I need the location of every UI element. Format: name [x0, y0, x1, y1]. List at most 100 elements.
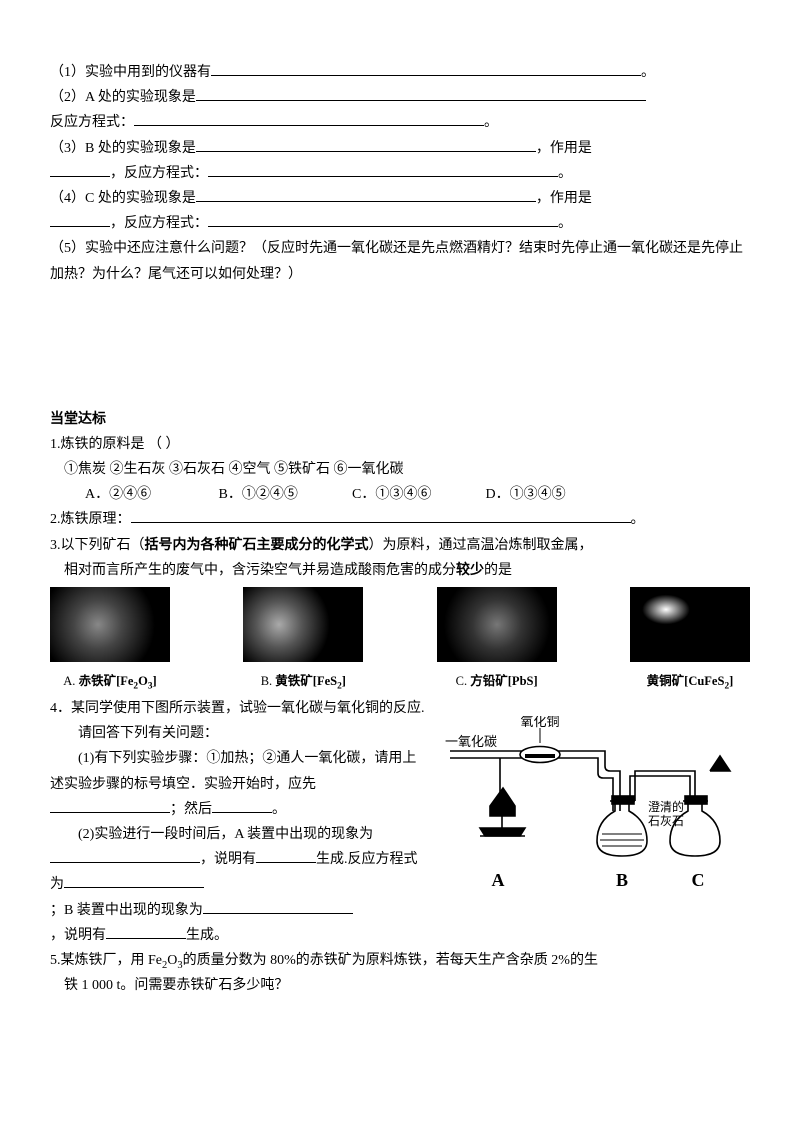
text: ，说明有: [50, 928, 106, 943]
q5-line2: 铁 1 000 t。问需要赤铁矿石多少吨？: [50, 973, 750, 998]
text: 3.以下列矿石（: [50, 538, 145, 553]
label-b: B: [616, 870, 628, 890]
blank-line[interactable]: [64, 873, 204, 888]
blank-line[interactable]: [131, 508, 631, 523]
option-c[interactable]: C．①③④⑥: [352, 482, 482, 507]
q3-line1: 3.以下列矿石（括号内为各种矿石主要成分的化学式）为原料，通过高温冶炼制取金属，: [50, 533, 750, 558]
q-item-5: （5）实验中还应注意什么问题？（反应时先通一氧化碳还是先点燃酒精灯？结束时先停止…: [50, 236, 750, 286]
q-item-3: （3）B 处的实验现象是 ，作用是: [50, 136, 750, 161]
blank-line[interactable]: [196, 137, 536, 152]
text: O: [167, 953, 177, 968]
text: 的是: [484, 563, 512, 578]
blank-line[interactable]: [134, 111, 484, 126]
ore-letter: B.: [261, 674, 272, 688]
label-a: A: [492, 870, 505, 890]
option-b[interactable]: B．①②④⑤: [219, 482, 349, 507]
section-title: 当堂达标: [50, 407, 750, 432]
question-3: 3.以下列矿石（括号内为各种矿石主要成分的化学式）为原料，通过高温冶炼制取金属，…: [50, 533, 750, 692]
ore-d[interactable]: 黄铜矿[CuFeS2]: [630, 587, 750, 692]
text: （5）实验中还应注意什么问题？（反应时先通一氧化碳还是先点燃酒精灯？结束时先停止…: [50, 241, 743, 281]
apparatus-diagram: 氧化铜 一氧化碳 澄清的石灰石 A B C: [440, 716, 750, 896]
q-item-3b: ，反应方程式： 。: [50, 161, 750, 186]
q4-text-cont: ；B 装置中出现的现象为 ，说明有 生成。: [50, 898, 750, 948]
text: （2）A 处的实验现象是: [50, 90, 196, 105]
text: （1）实验中用到的仪器有: [50, 65, 211, 80]
blank-line[interactable]: [50, 212, 110, 227]
ore-label: 赤铁矿[Fe2O3]: [79, 674, 157, 688]
ore-letter: A.: [63, 674, 75, 688]
text: 。: [558, 166, 572, 181]
ore-image: [437, 587, 557, 662]
svg-text:澄清的石灰石: 澄清的石灰石: [648, 799, 684, 828]
text: (1)有下列实验步骤：①加热；②通人一氧化碳，请用上述实验步骤的标号填空．实验开…: [50, 746, 420, 796]
blank-line[interactable]: [256, 848, 316, 863]
q2-stem: 2.炼铁原理：: [50, 512, 131, 527]
q-item-2-eq: 反应方程式： 。: [50, 110, 750, 135]
text: 。: [484, 115, 498, 130]
text: （4）C 处的实验现象是: [50, 191, 196, 206]
text: 生成。: [186, 928, 228, 943]
q1-stem: 1.炼铁的原料是 （ ）: [50, 432, 750, 457]
text: ，说明有: [200, 852, 256, 867]
text: ，作用是: [536, 191, 592, 206]
blank-line[interactable]: [208, 162, 558, 177]
text: 反应方程式：: [50, 115, 134, 130]
option-a[interactable]: A．②④⑥: [85, 482, 215, 507]
q-item-2: （2）A 处的实验现象是: [50, 85, 750, 110]
text: 。: [641, 65, 655, 80]
ore-image: [243, 587, 363, 662]
ore-row: A. 赤铁矿[Fe2O3] B. 黄铁矿[FeS2] C. 方铅矿[PbS] 黄…: [50, 587, 750, 692]
text: 相对而言所产生的废气中，含污染空气并易造成酸雨危害的成分: [64, 563, 456, 578]
label-c: C: [692, 870, 705, 890]
question-2: 2.炼铁原理： 。: [50, 507, 750, 532]
text: (2)实验进行一段时间后，A 装置中出现的现象为: [50, 822, 373, 847]
text: ；B 装置中出现的现象为: [50, 903, 203, 918]
blank-line[interactable]: [203, 899, 353, 914]
text: （3）B 处的实验现象是: [50, 141, 196, 156]
blank-line[interactable]: [208, 212, 558, 227]
blank-line[interactable]: [212, 798, 272, 813]
text: ，反应方程式：: [110, 216, 208, 231]
ore-letter: C.: [456, 674, 467, 688]
text: 5.某炼铁厂，用 Fe: [50, 953, 162, 968]
q1-choices: ①焦炭 ②生石灰 ③石灰石 ④空气 ⑤铁矿石 ⑥一氧化碳: [50, 457, 750, 482]
ore-image: [630, 587, 750, 662]
text-bold: 括号内为各种矿石主要成分的化学式: [145, 538, 369, 553]
question-5: 5.某炼铁厂，用 Fe2O3的质量分数为 80%的赤铁矿为原料炼铁，若每天生产含…: [50, 948, 750, 998]
question-4: 4．某同学使用下图所示装置，试验一氧化碳与氧化铜的反应. 请回答下列有关问题：: [50, 696, 750, 948]
fill-in-section: （1）实验中用到的仪器有。 （2）A 处的实验现象是 反应方程式：。 （3）B …: [50, 60, 750, 287]
text: ，反应方程式：: [110, 166, 208, 181]
label-cuo: 氧化铜: [520, 716, 559, 729]
text: 。: [631, 512, 645, 527]
q-item-4: （4）C 处的实验现象是 ，作用是: [50, 186, 750, 211]
q3-line2: 相对而言所产生的废气中，含污染空气并易造成酸雨危害的成分较少的是: [50, 558, 750, 583]
ore-image: [50, 587, 170, 662]
ore-label: 方铅矿[PbS]: [470, 674, 537, 688]
text: 的质量分数为 80%的赤铁矿为原料炼铁，若每天生产含杂质 2%的生: [183, 953, 598, 968]
text: 。: [272, 802, 286, 817]
ore-label: 黄铁矿[FeS2]: [275, 674, 346, 688]
blank-line[interactable]: [106, 924, 186, 939]
q-item-1: （1）实验中用到的仪器有 。: [50, 60, 750, 85]
blank-line[interactable]: [211, 61, 641, 76]
blank-line[interactable]: [50, 848, 200, 863]
option-d[interactable]: D．①③④⑤: [486, 482, 616, 507]
ore-b[interactable]: B. 黄铁矿[FeS2]: [243, 587, 363, 692]
blank-line[interactable]: [196, 86, 646, 101]
text: ；然后: [170, 802, 212, 817]
question-1: 1.炼铁的原料是 （ ） ①焦炭 ②生石灰 ③石灰石 ④空气 ⑤铁矿石 ⑥一氧化…: [50, 432, 750, 508]
ore-a[interactable]: A. 赤铁矿[Fe2O3]: [50, 587, 170, 692]
ore-label: 黄铜矿[CuFeS2]: [647, 674, 734, 688]
text-bold: 较少: [456, 563, 484, 578]
q4-text: (1)有下列实验步骤：①加热；②通人一氧化碳，请用上述实验步骤的标号填空．实验开…: [50, 746, 420, 897]
blank-line[interactable]: [50, 798, 170, 813]
ore-c[interactable]: C. 方铅矿[PbS]: [437, 587, 557, 692]
blank-line[interactable]: [196, 187, 536, 202]
blank-line[interactable]: [50, 162, 110, 177]
text: ，作用是: [536, 141, 592, 156]
text: ）为原料，通过高温冶炼制取金属，: [369, 538, 593, 553]
spacer: [50, 287, 750, 407]
q1-options: A．②④⑥ B．①②④⑤ C．①③④⑥ D．①③④⑤: [50, 482, 750, 507]
text: 。: [558, 216, 572, 231]
label-co: 一氧化碳: [445, 734, 497, 749]
